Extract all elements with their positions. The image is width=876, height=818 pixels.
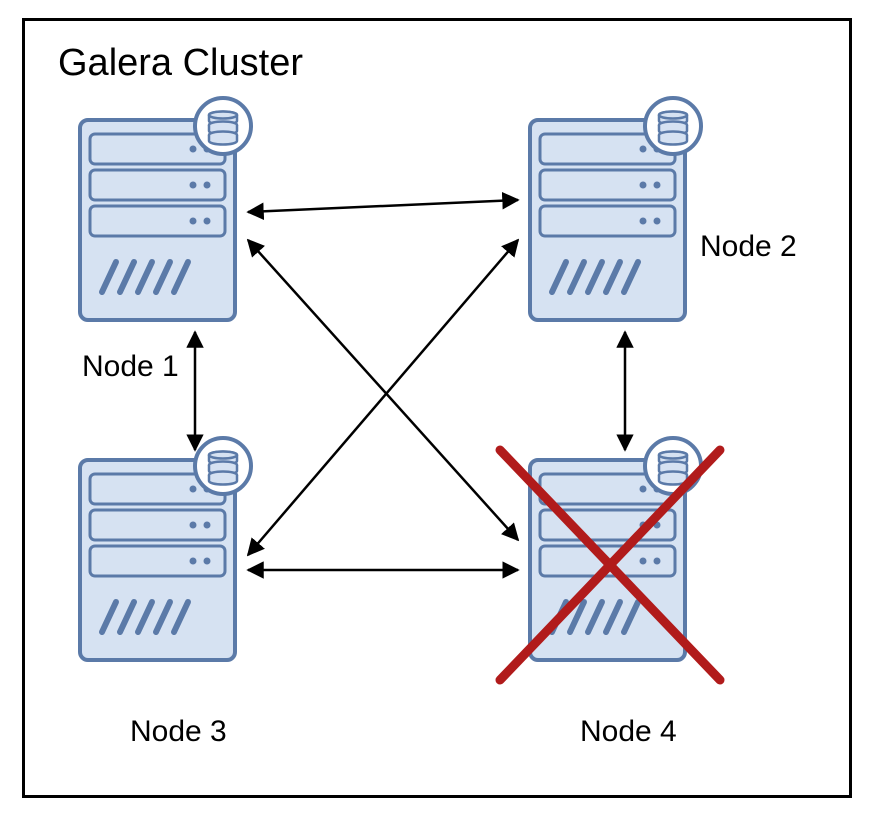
diagram-canvas: Galera Cluster Node 1 Node 2 Node 3 Node 4 [0,0,876,818]
label-node3: Node 3 [130,715,227,749]
label-node2: Node 2 [700,230,797,264]
diagram-frame [22,18,852,798]
diagram-title: Galera Cluster [58,42,303,85]
label-node1: Node 1 [82,350,179,384]
label-node4: Node 4 [580,715,677,749]
